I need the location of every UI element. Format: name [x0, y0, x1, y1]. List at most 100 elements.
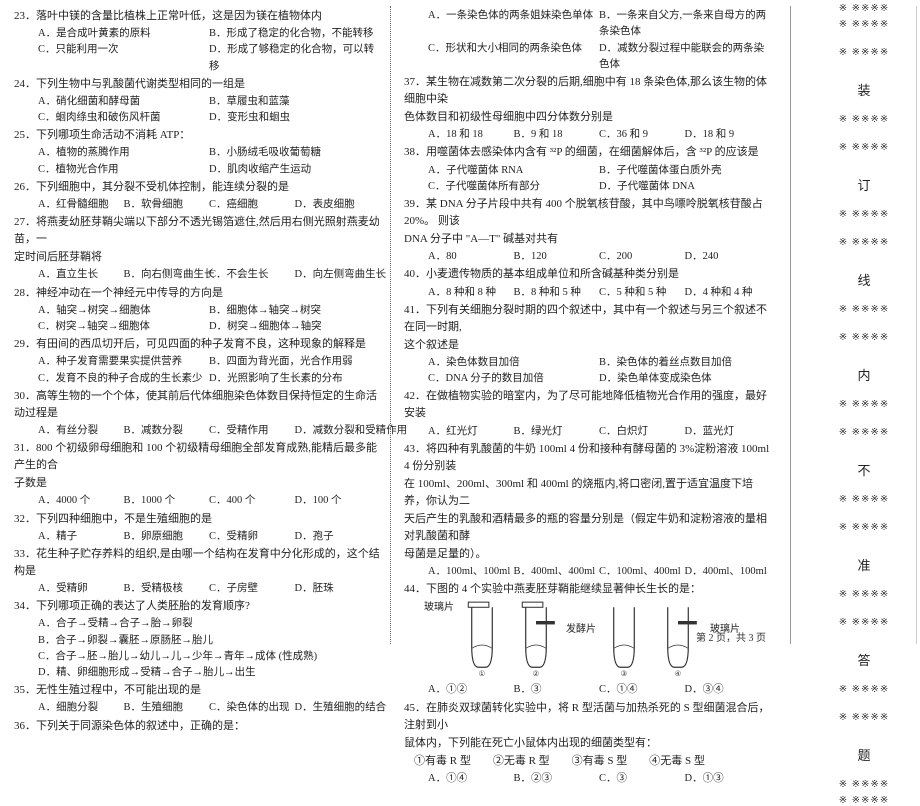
question-text: 27．将燕麦幼胚芽鞘尖端以下部分不透光锡箔遮住,然后用右侧光照射燕麦幼苗，一: [14, 214, 380, 248]
option: D．18 和 9: [685, 127, 771, 143]
question-text: 42．在做植物实验的暗室内，为了尽可能地降低植物光合作用的强度，最好安装: [404, 388, 770, 422]
option: B．细胞体→轴突→树突: [209, 303, 380, 319]
margin-char: 题: [828, 749, 900, 762]
option: C．染色体的出现: [209, 700, 295, 716]
option: C．200: [599, 249, 685, 265]
option: A．①④: [428, 771, 514, 787]
option: B．8 种和 5 种: [514, 285, 600, 301]
option: D．染色单体变成染色体: [599, 371, 770, 387]
question-text: 30．高等生物的一个个体，使其前后代体细胞染色体数目保持恒定的生命活动过程是: [14, 388, 380, 422]
option-row: A．染色体数目加倍B．染色体的着丝点数目加倍C．DNA 分子的数目加倍D．染色单…: [404, 355, 770, 388]
question-text: 39．某 DNA 分子片段中共有 400 个脱氧核苷酸，其中鸟嘌呤脱氧核苷酸占 …: [404, 196, 770, 230]
question-text: 41．下列有关细胞分裂时期的四个叙述中，其中有一个叙述与另三个叙述不在同一时期,: [404, 302, 770, 336]
exam-page: 23．落叶中镁的含量比植株上正常叶低，这是因为镁在植物体内A．是合成叶黄素的原料…: [0, 0, 780, 650]
option: C．③: [599, 771, 685, 787]
question-text: 天后产生的乳酸和酒精最多的瓶的容量分别是（假定牛奶和淀粉溶液的量相对乳酸菌和酵: [404, 511, 770, 545]
option-row: A．种子发育需要果实提供营养B．四面为背光面，光合作用弱C．发育不良的种子合成的…: [14, 354, 380, 387]
option-row: A．红骨髓细胞B．软骨细胞C．癌细胞D．表皮细胞: [14, 197, 380, 213]
page-number: 第 2 页，共 3 页: [696, 631, 766, 647]
option: B．生殖细胞: [124, 700, 210, 716]
option: B．向右侧弯曲生长: [124, 267, 210, 283]
margin-dots: ※ ※※※※: [828, 780, 900, 790]
margin-dots: ※ ※※※※: [828, 20, 900, 30]
option: C．400 个: [209, 493, 295, 509]
option-row: A．直立生长B．向右侧弯曲生长C．不会生长D．向左侧弯曲生长: [14, 267, 380, 283]
option: A．18 和 18: [428, 127, 514, 143]
option: D．孢子: [295, 529, 381, 545]
question-text: DNA 分子中 "A—T" 碱基对共有: [404, 231, 770, 248]
question-text: 色体数目和初级性母细胞中四分体数分别是: [404, 109, 770, 126]
question-text: 33．花生种子贮存养料的组织,是由哪一个结构在发育中分化形成的，这个结构是: [14, 546, 380, 580]
option: B．9 和 18: [514, 127, 600, 143]
question-text: 31．800 个初级卵母细胞和 100 个初级精母细胞全部发育成熟,能精后最多能…: [14, 440, 380, 474]
option: C．白炽灯: [599, 424, 685, 440]
binding-margin: ※ ※※※※※ ※※※※※ ※※※※装※ ※※※※※ ※※※※订※ ※※※※※ …: [790, 0, 920, 650]
option: A．①②: [428, 682, 514, 698]
margin-dots: ※ ※※※※: [828, 305, 900, 315]
question-text: 45．在肺炎双球菌转化实验中，将 R 型活菌与加热杀死的 S 型细菌混合后，注射…: [404, 700, 770, 734]
question-text: 29．有田间的西瓜切开后，可见四面的种子发育不良，这种现象的解释是: [14, 336, 380, 353]
option: B．400ml、400ml: [514, 564, 600, 580]
option-row: A．子代噬菌体 RNAB．子代噬菌体蛋白质外壳C．子代噬菌体所有部分D．子代噬菌…: [404, 163, 770, 196]
question-text: 35．无性生殖过程中，不可能出现的是: [14, 682, 380, 699]
margin-dots: ※ ※※※※: [828, 48, 900, 58]
option-row: A．红光灯B．绿光灯C．白炽灯D．蓝光灯: [404, 424, 770, 440]
option-row: A．18 和 18B．9 和 18C．36 和 9D．18 和 9: [404, 127, 770, 143]
option: A．子代噬菌体 RNA: [428, 163, 599, 179]
option-row: A．80B．120C．200D．240: [404, 249, 770, 265]
option: B．120: [514, 249, 600, 265]
option: B．草履虫和蓝藻: [209, 94, 380, 110]
option: D．形成了够稳定的化合物，可以转移: [209, 42, 380, 75]
option: A．种子发育需要果实提供营养: [38, 354, 209, 370]
option: A．细胞分裂: [38, 700, 124, 716]
option-row: A．硝化细菌和酵母菌B．草履虫和蓝藻C．蛔肉绦虫和破伤风杆菌D．变形虫和蛔虫: [14, 94, 380, 127]
margin-char: 订: [828, 179, 900, 192]
option: A．受精卵: [38, 581, 124, 597]
question-text: 定时间后胚芽鞘将: [14, 249, 380, 266]
option: A．植物的蒸腾作用: [38, 145, 209, 161]
option: C．树突→轴突→细胞体: [38, 319, 209, 335]
margin-dots: ※ ※※※※: [828, 495, 900, 505]
margin-dots: ※ ※※※※: [828, 713, 900, 723]
question-text: 25．下列哪项生命活动不消耗 ATP：: [14, 127, 380, 144]
option: C．5 种和 5 种: [599, 285, 685, 301]
option: C．子房壁: [209, 581, 295, 597]
option: C．①④: [599, 682, 685, 698]
option-row: A．受精卵B．受精极核C．子房壁D．胚珠: [14, 581, 380, 597]
option: C．不会生长: [209, 267, 295, 283]
option-row: A．一条染色体的两条姐妹染色单体B．一条来自父方,一条来自母方的两条染色体C．形…: [404, 8, 770, 73]
option: C．合子→胚→胎儿→幼儿→儿→少年→青年→成体 (性成熟): [38, 649, 380, 665]
option: A．一条染色体的两条姐妹染色单体: [428, 8, 599, 41]
option: C．DNA 分子的数目加倍: [428, 371, 599, 387]
option-row: A．合子→受精→合子→胎→卵裂B．合子→卵裂→囊胚→原肠胚→胎儿C．合子→胚→胎…: [14, 616, 380, 681]
margin-char: 不: [828, 464, 900, 477]
svg-text:②: ②: [533, 669, 540, 678]
option: D．树突→细胞体→轴突: [209, 319, 380, 335]
figure-side-label: 玻璃片: [424, 600, 454, 616]
option: B．软骨细胞: [124, 197, 210, 213]
option: A．80: [428, 249, 514, 265]
option: B．染色体的着丝点数目加倍: [599, 355, 770, 371]
question-text: 36．下列关于同源染色体的叙述中，正确的是：: [14, 718, 380, 735]
question-text: 26．下列细胞中，其分裂不受机体控制，能连续分裂的是: [14, 179, 380, 196]
question-text: 24．下列生物中与乳酸菌代谢类型相同的一组是: [14, 76, 380, 93]
option: B．1000 个: [124, 493, 210, 509]
option: C．只能利用一次: [38, 42, 209, 75]
margin-dots: ※ ※※※※: [828, 400, 900, 410]
option: A．染色体数目加倍: [428, 355, 599, 371]
option: D．减数分裂和受精作用: [295, 423, 381, 439]
option: D．③④: [685, 682, 771, 698]
option-row: A．细胞分裂B．生殖细胞C．染色体的出现D．生殖细胞的结合: [14, 700, 380, 716]
option: D．400ml、100ml: [685, 564, 771, 580]
option: D．变形虫和蛔虫: [209, 110, 380, 126]
option: B．绿光灯: [514, 424, 600, 440]
margin-char: 准: [828, 559, 900, 572]
question-text: 32．下列四种细胞中，不是生殖细胞的是: [14, 511, 380, 528]
question-text: 这个叙述是: [404, 337, 770, 354]
option: B．减数分裂: [124, 423, 210, 439]
inline-options: ①有毒 R 型 ②无毒 R 型 ③有毒 S 型 ④无毒 S 型: [404, 753, 770, 770]
option-row: A．①②B．③C．①④D．③④: [404, 682, 770, 698]
option-row: A．有丝分裂B．减数分裂C．受精作用D．减数分裂和受精作用: [14, 423, 380, 439]
option: D．4 种和 4 种: [685, 285, 771, 301]
option: A．4000 个: [38, 493, 124, 509]
